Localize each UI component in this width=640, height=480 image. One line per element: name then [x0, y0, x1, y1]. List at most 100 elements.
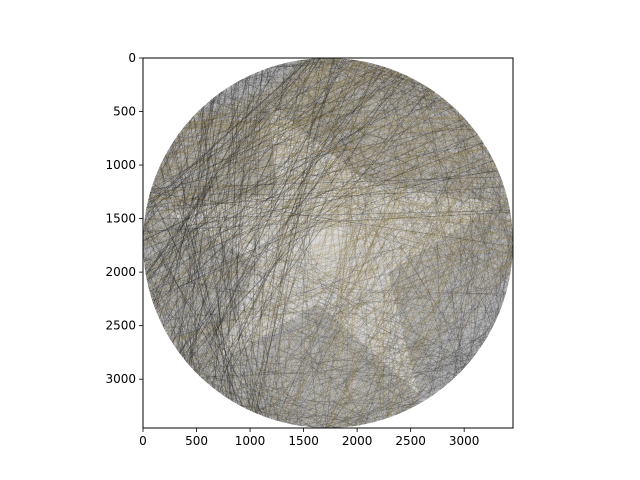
thread-line: [147, 286, 220, 393]
thread-line: [147, 137, 481, 203]
thread-line: [177, 135, 513, 234]
thread-line: [218, 60, 359, 393]
thread-line: [389, 104, 452, 418]
thread-line: [164, 329, 412, 409]
x-tick-label: 500: [185, 434, 208, 448]
thread-line: [473, 252, 513, 358]
thread-line: [184, 71, 399, 127]
thread-line: [169, 220, 512, 340]
thread-line: [162, 159, 363, 425]
thread-line: [409, 256, 513, 410]
thread-line: [289, 351, 478, 425]
thread-line: [150, 191, 367, 425]
thread-line: [143, 211, 511, 232]
thread-line: [426, 86, 462, 372]
thread-line: [145, 193, 151, 275]
thread-line: [307, 97, 443, 427]
thread-line: [191, 118, 197, 374]
thread-line: [188, 120, 476, 133]
thread-line: [171, 143, 281, 422]
thread-line: [147, 59, 350, 202]
thread-line: [177, 206, 510, 352]
thread-line: [149, 76, 409, 195]
thread-line: [146, 279, 400, 414]
thread-line: [431, 182, 503, 396]
thread-line: [352, 249, 513, 427]
thread-line: [311, 400, 425, 428]
thread-line: [223, 233, 513, 397]
thread-line: [165, 90, 433, 332]
thread-line: [499, 173, 504, 301]
thread-line: [162, 58, 325, 160]
thread-line: [467, 180, 503, 365]
thread-line: [312, 71, 398, 428]
thread-line: [319, 58, 405, 412]
thread-line: [201, 72, 257, 379]
thread-line: [187, 77, 411, 364]
thread-line: [203, 106, 227, 398]
thread-line: [186, 58, 347, 363]
thread-line: [179, 353, 451, 382]
thread-line: [146, 71, 397, 278]
thread-line: [288, 61, 511, 212]
thread-line: [197, 58, 337, 375]
thread-line: [195, 114, 513, 242]
thread-line: [143, 91, 435, 242]
thread-line: [149, 194, 264, 417]
thread-line: [176, 349, 235, 403]
thread-line: [146, 72, 400, 282]
thread-line: [204, 380, 303, 427]
thread-line: [148, 288, 204, 380]
thread-line: [402, 73, 466, 119]
thread-line: [194, 102, 208, 372]
thread-line: [143, 258, 501, 310]
thread-line: [425, 85, 493, 159]
thread-line: [256, 59, 302, 414]
thread-line: [175, 72, 256, 349]
thread-line: [253, 64, 279, 413]
x-tick-label: 2000: [342, 434, 373, 448]
thread-line: [326, 60, 358, 428]
y-tick-label: 1000: [105, 158, 136, 172]
thread-line: [299, 58, 310, 426]
thread-line: [146, 58, 309, 209]
thread-line: [143, 233, 264, 417]
thread-line: [381, 224, 513, 421]
thread-line: [333, 75, 407, 428]
thread-line: [165, 58, 342, 154]
thread-line: [144, 215, 215, 389]
thread-line: [259, 59, 305, 416]
thread-line: [186, 69, 392, 363]
thread-line: [409, 77, 495, 324]
thread-line: [148, 107, 203, 290]
thread-line: [318, 73, 403, 428]
thread-line: [325, 364, 468, 428]
thread-line: [363, 196, 508, 425]
thread-line: [150, 124, 471, 191]
thread-line: [184, 359, 377, 422]
thread-line: [430, 89, 496, 323]
thread-line: [311, 58, 456, 109]
thread-line: [358, 255, 513, 426]
thread-line: [186, 124, 511, 215]
thread-line: [143, 147, 487, 242]
thread-line: [473, 290, 508, 358]
thread-line: [146, 69, 393, 207]
thread-line: [160, 67, 387, 165]
thread-line: [160, 163, 510, 208]
thread-line: [284, 100, 447, 423]
thread-line: [357, 60, 383, 420]
thread-line: [163, 66, 383, 160]
thread-line: [288, 198, 508, 425]
thread-line: [163, 254, 513, 329]
thread-line: [274, 73, 402, 421]
thread-line: [149, 290, 507, 294]
thread-line: [150, 169, 498, 193]
thread-line: [320, 58, 415, 407]
x-tick-label: 3000: [449, 434, 480, 448]
thread-line: [164, 156, 504, 186]
thread-line: [155, 126, 473, 311]
thread-line: [221, 307, 502, 395]
thread-line: [328, 127, 473, 428]
thread-line: [168, 116, 463, 150]
